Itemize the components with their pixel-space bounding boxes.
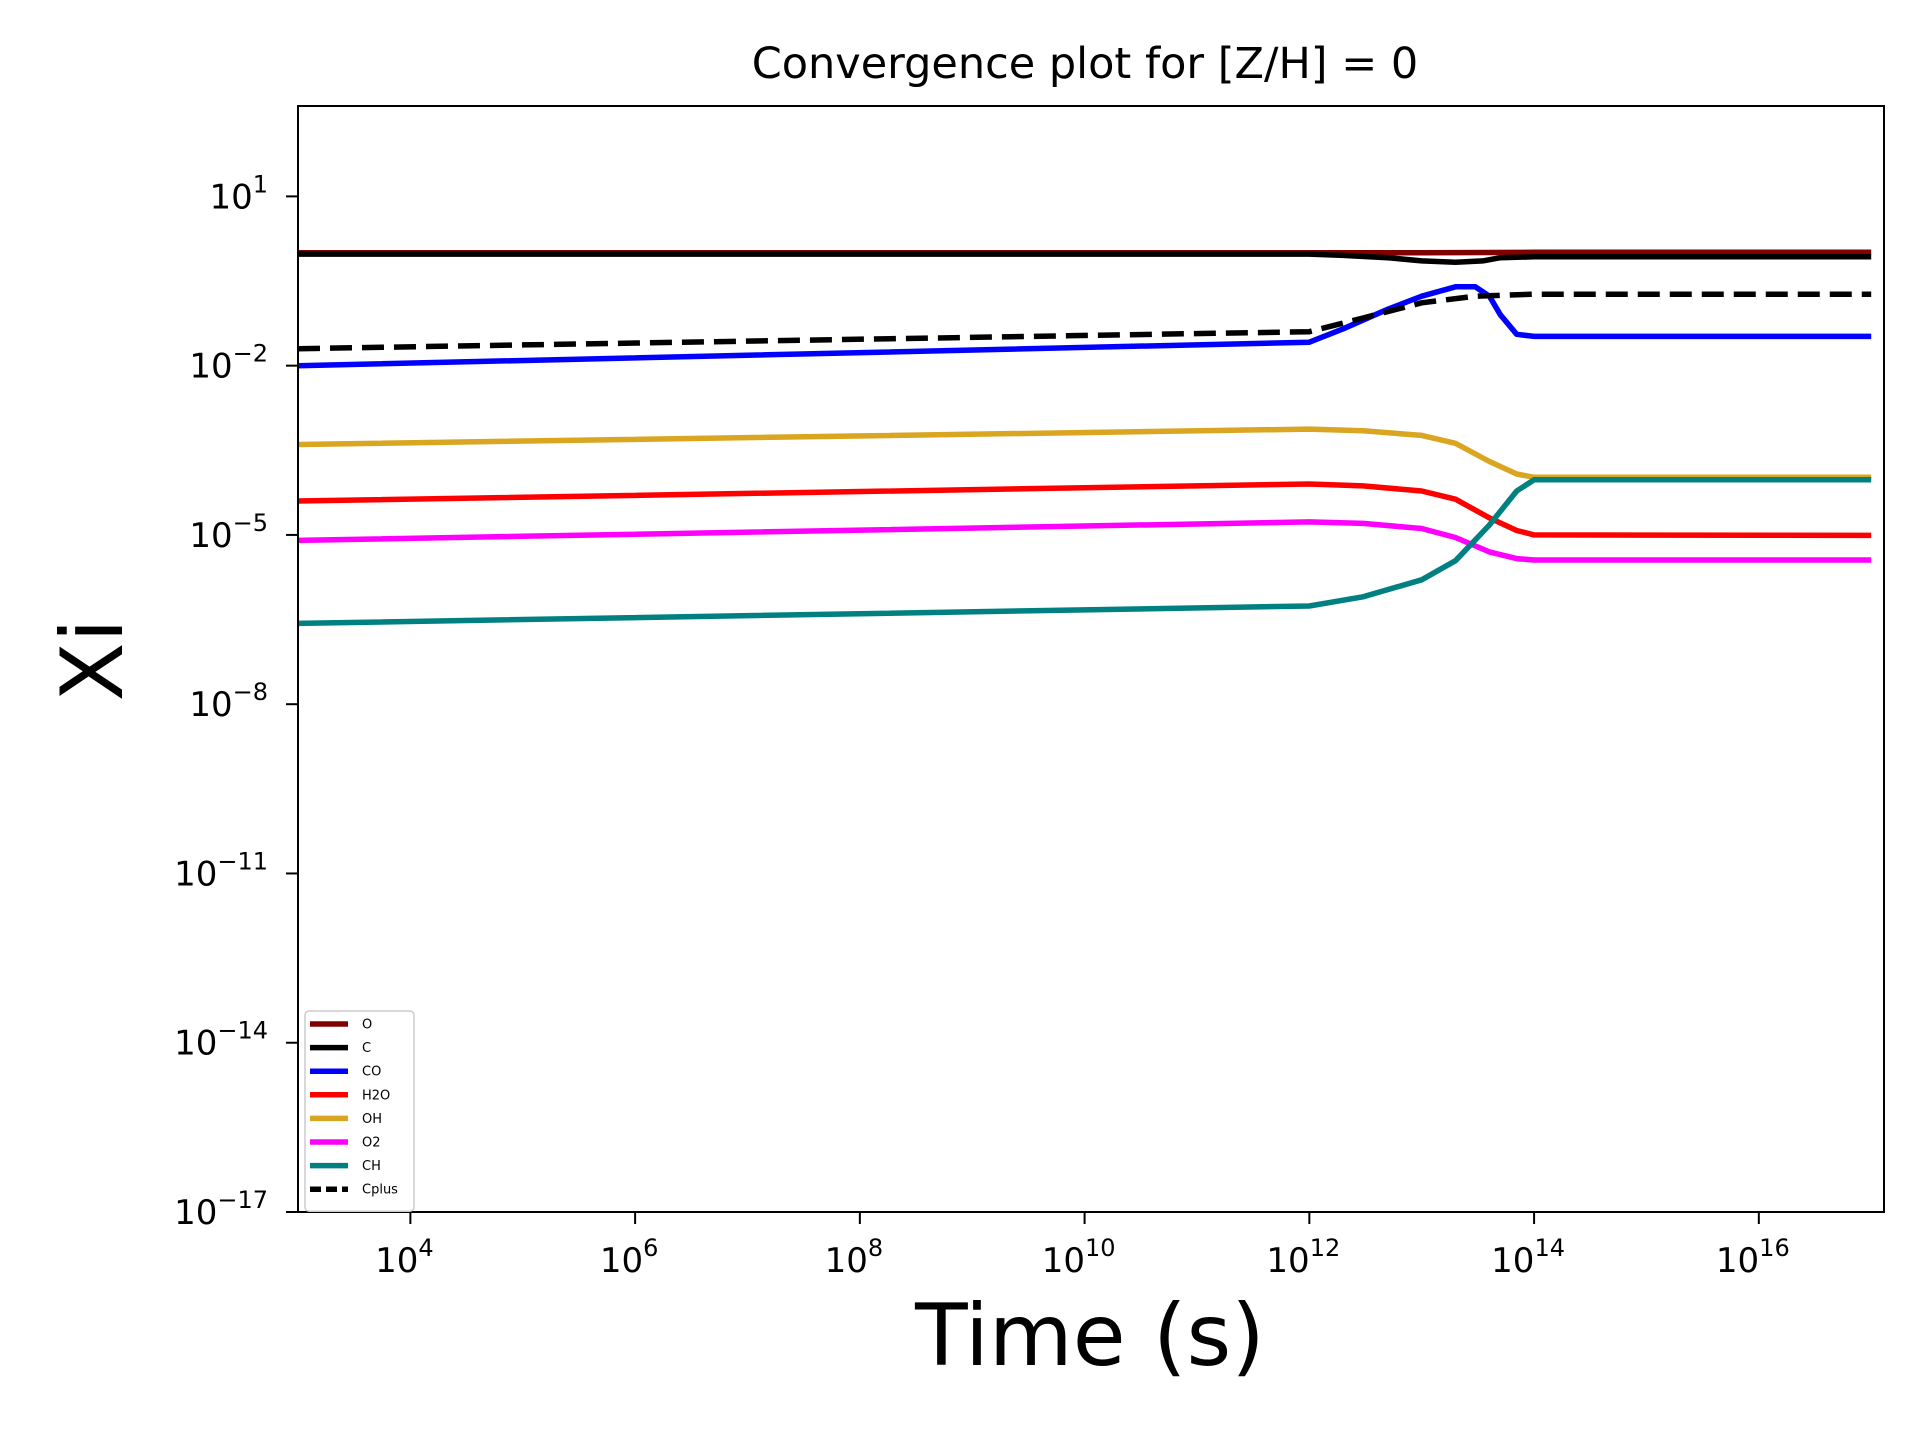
y-tick-label: 10−11	[174, 847, 268, 894]
series-line-cplus	[298, 291, 1872, 352]
x-tick-label: 1014	[1491, 1234, 1565, 1281]
y-tick-label: 10−2	[189, 340, 268, 387]
y-tick-label: 101	[209, 170, 268, 217]
legend-entry-label: C	[362, 1041, 371, 1056]
series-line-co	[298, 284, 1872, 369]
y-tick-label: 10−5	[189, 509, 268, 556]
series-line-c	[298, 251, 1872, 266]
y-axis-label: Xi	[43, 619, 143, 702]
x-tick-label: 1016	[1716, 1234, 1790, 1281]
series-line-ch	[298, 477, 1872, 627]
x-tick-label: 108	[825, 1234, 884, 1281]
data-layer	[298, 249, 1872, 627]
x-tick-label: 104	[375, 1234, 434, 1281]
x-tick-label: 106	[600, 1234, 659, 1281]
legend-entry-label: OH	[362, 1112, 382, 1127]
plot-frame	[297, 105, 1885, 1213]
legend-entry-label: H2O	[362, 1088, 390, 1103]
legend-entry-label: CH	[362, 1159, 381, 1174]
chart-title: Convergence plot for [Z/H] = 0	[752, 39, 1419, 89]
legend-entry-label: CO	[362, 1065, 381, 1080]
y-axis: 101 10−2 10−5 10−8 10−11 10−14 10−17	[174, 170, 298, 1233]
x-tick-label: 1010	[1042, 1234, 1116, 1281]
legend-frame	[304, 1010, 415, 1212]
y-tick-label: 10−17	[174, 1186, 268, 1233]
legend-entry-label: Cplus	[362, 1183, 398, 1198]
legend: OC CO H2O OH O2 CH Cplus	[304, 1010, 415, 1212]
y-tick-label: 10−8	[189, 678, 268, 725]
y-tick-label: 10−14	[174, 1017, 268, 1064]
x-axis: 104 106 108 1010 1012 1014 1016	[375, 1212, 1790, 1281]
x-tick-label: 1012	[1266, 1234, 1340, 1281]
legend-entry-label: O2	[362, 1136, 381, 1151]
series-line-oh	[298, 426, 1872, 481]
x-axis-label: Time (s)	[914, 1286, 1265, 1386]
series-line-o2	[298, 519, 1872, 563]
series-line-h2o	[298, 481, 1872, 539]
legend-entry-label: O	[362, 1018, 372, 1033]
